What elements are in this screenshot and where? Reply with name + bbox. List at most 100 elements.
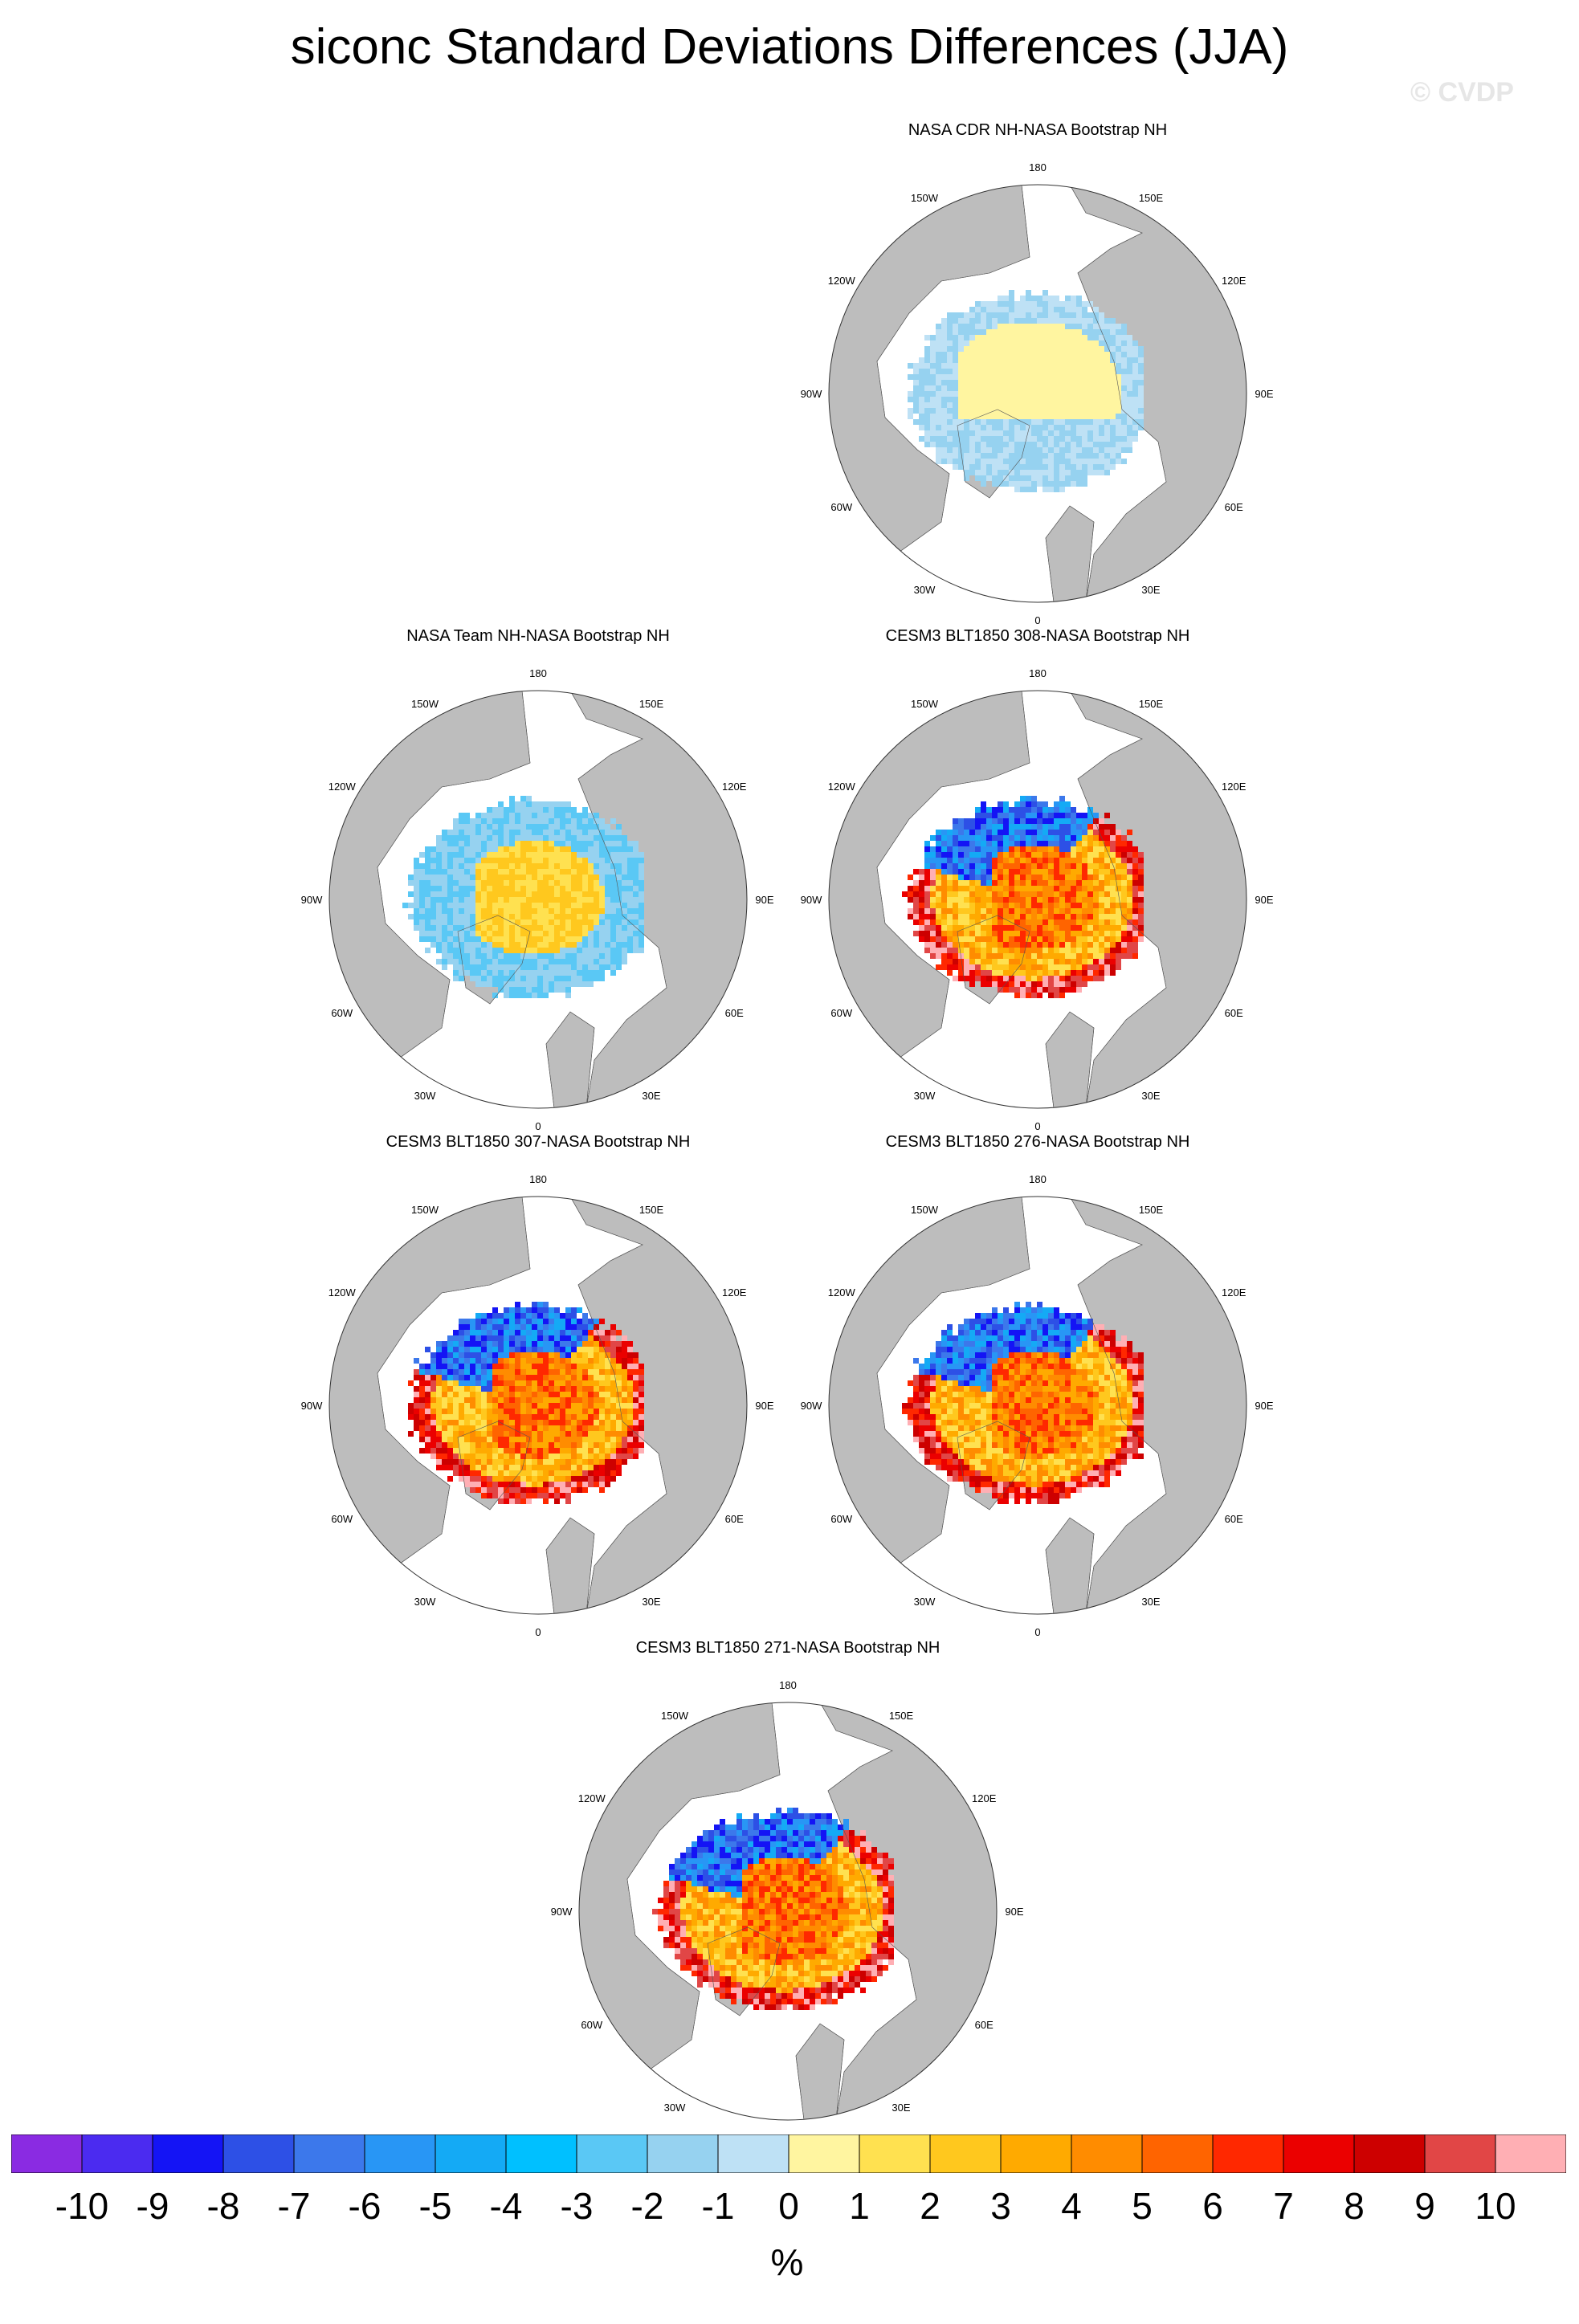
colorbar-swatch <box>1495 2134 1566 2173</box>
colorbar-units: % <box>770 2241 804 2283</box>
lon-label: 30E <box>642 1596 660 1608</box>
lon-label: 0 <box>535 1626 541 1638</box>
lon-label: 120E <box>1222 1286 1246 1299</box>
colorbar-swatch <box>788 2134 860 2173</box>
lon-label: 90E <box>1255 388 1273 400</box>
colorbar-swatch <box>576 2134 648 2173</box>
colorbar-tick-label: 3 <box>990 2185 1011 2227</box>
panel-title: NASA Team NH-NASA Bootstrap NH <box>406 627 670 645</box>
lon-label: 120E <box>972 1792 997 1804</box>
colorbar-swatch <box>1353 2134 1426 2173</box>
lon-label: 30W <box>414 1596 436 1608</box>
page-title: siconc Standard Deviations Differences (… <box>290 19 1289 75</box>
lon-label: 90W <box>301 894 323 906</box>
lon-label: 150W <box>911 698 939 710</box>
lon-label: 120E <box>722 1286 747 1299</box>
lon-label: 120W <box>328 1286 357 1299</box>
colorbar-swatch <box>293 2134 365 2173</box>
lon-label: 180 <box>1029 1173 1047 1185</box>
panel-title: CESM3 BLT1850 307-NASA Bootstrap NH <box>386 1133 691 1151</box>
lon-label: 60W <box>331 1513 353 1525</box>
colorbar-swatch <box>1283 2134 1355 2173</box>
colorbar-swatch <box>717 2134 790 2173</box>
colorbar-swatch <box>364 2134 436 2173</box>
colorbar-swatch <box>11 2134 83 2173</box>
lon-label: 0 <box>1034 1120 1040 1132</box>
lon-label: 60E <box>1225 1513 1243 1525</box>
colorbar-tick-label: 8 <box>1344 2185 1365 2227</box>
colorbar-swatch <box>1000 2134 1072 2173</box>
lon-label: 180 <box>1029 161 1047 173</box>
lon-label: 120W <box>828 781 856 793</box>
colorbar-tick-label: 4 <box>1061 2185 1082 2227</box>
lon-label: 0 <box>1034 1626 1040 1638</box>
lon-label: 180 <box>1029 667 1047 679</box>
lon-label: 30W <box>914 1596 936 1608</box>
lon-label: 150E <box>639 1204 664 1216</box>
colorbar-swatch <box>929 2134 1002 2173</box>
polar-map: 180 150E 120E 90E 60E 30E 0 30W 60W 90W 120W 150W <box>801 1173 1274 1638</box>
colorbar-swatch <box>1141 2134 1214 2173</box>
map-panel: NASA CDR NH-NASA Bootstrap NH 180 150E 120E… <box>797 120 1279 626</box>
lon-label: 60W <box>830 501 852 513</box>
lon-label: 90W <box>301 1400 323 1412</box>
lon-label: 60W <box>830 1513 852 1525</box>
colorbar-swatch <box>435 2134 507 2173</box>
colorbar-swatch <box>222 2134 295 2173</box>
lon-label: 150W <box>411 1204 439 1216</box>
lon-label: 120E <box>1222 781 1246 793</box>
lon-label: 150E <box>1139 1204 1164 1216</box>
colorbar-swatch <box>505 2134 577 2173</box>
colorbar-swatch <box>859 2134 931 2173</box>
lon-label: 60W <box>581 2019 602 2031</box>
colorbar-tick-label: -1 <box>701 2185 735 2227</box>
colorbar-tick-label: 1 <box>849 2185 870 2227</box>
lon-label: 120E <box>722 781 747 793</box>
colorbar <box>11 2134 1566 2173</box>
colorbar-swatch <box>152 2134 224 2173</box>
lon-label: 60W <box>331 1007 353 1019</box>
lon-label: 180 <box>779 1679 797 1691</box>
colorbar-swatch <box>1212 2134 1284 2173</box>
lon-label: 90W <box>801 894 822 906</box>
map-panel: NASA Team NH-NASA Bootstrap NH 180 150E 120… <box>297 626 779 1132</box>
lon-label: 90W <box>801 388 822 400</box>
lon-label: 90W <box>551 1906 573 1918</box>
lon-label: 150E <box>1139 698 1164 710</box>
lon-label: 30W <box>664 2102 686 2114</box>
lon-label: 30W <box>414 1090 436 1102</box>
colorbar-tick-label: 9 <box>1414 2185 1435 2227</box>
colorbar-tick-label: -3 <box>560 2185 594 2227</box>
lon-label: 60E <box>725 1007 744 1019</box>
lon-label: 90E <box>1255 1400 1273 1412</box>
colorbar-swatch <box>647 2134 719 2173</box>
panel-title: CESM3 BLT1850 271-NASA Bootstrap NH <box>635 1639 940 1657</box>
map-panel: CESM3 BLT1850 308-NASA Bootstrap NH 180 15… <box>797 626 1279 1132</box>
lon-label: 30E <box>1141 584 1160 596</box>
colorbar-tick-label: -9 <box>136 2185 169 2227</box>
lon-label: 90E <box>755 894 773 906</box>
lon-label: 120W <box>828 275 856 287</box>
lon-label: 30W <box>914 584 936 596</box>
colorbar-tick-label: -6 <box>348 2185 381 2227</box>
panel-title: CESM3 BLT1850 308-NASA Bootstrap NH <box>885 627 1190 645</box>
lon-label: 30E <box>1141 1090 1160 1102</box>
lon-label: 120E <box>1222 275 1246 287</box>
panel-title: NASA CDR NH-NASA Bootstrap NH <box>908 121 1168 139</box>
lon-label: 30E <box>642 1090 660 1102</box>
colorbar-tick-label: -4 <box>489 2185 523 2227</box>
panel-title: CESM3 BLT1850 276-NASA Bootstrap NH <box>885 1133 1190 1151</box>
colorbar-swatch <box>1071 2134 1143 2173</box>
lon-label: 90E <box>1255 894 1273 906</box>
map-panel: CESM3 BLT1850 271-NASA Bootstrap NH 180 15… <box>547 1638 1029 2144</box>
map-panel: CESM3 BLT1850 276-NASA Bootstrap NH 180 15… <box>797 1132 1279 1638</box>
lon-label: 60E <box>1225 501 1243 513</box>
lon-label: 150W <box>911 192 939 204</box>
lon-label: 90W <box>801 1400 822 1412</box>
colorbar-tick-label: 10 <box>1475 2185 1516 2227</box>
lon-label: 30E <box>1141 1596 1160 1608</box>
lon-label: 120W <box>328 781 357 793</box>
lon-label: 150W <box>911 1204 939 1216</box>
lon-label: 90E <box>755 1400 773 1412</box>
lon-label: 90E <box>1005 1906 1023 1918</box>
